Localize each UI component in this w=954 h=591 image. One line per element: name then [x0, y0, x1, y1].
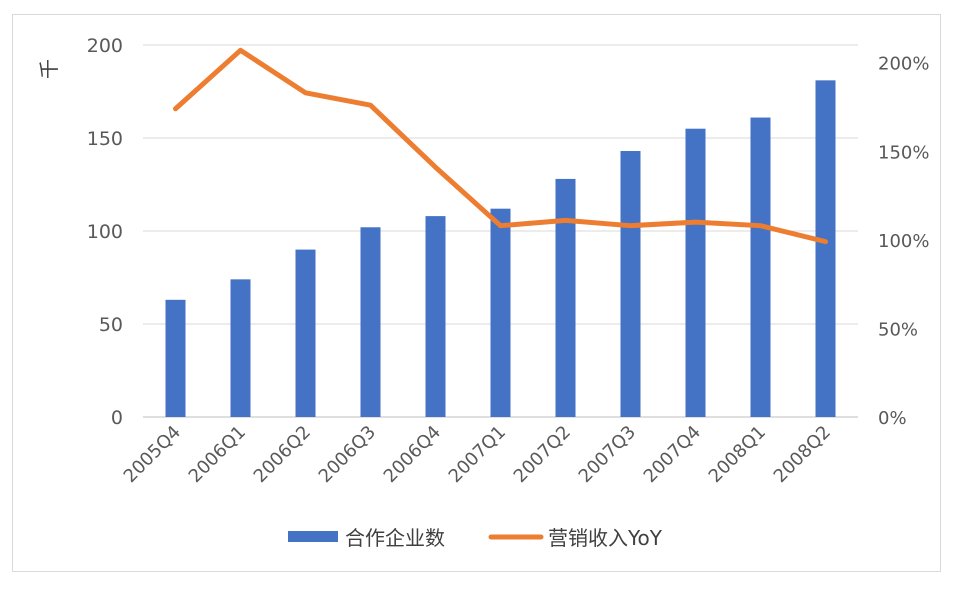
- left-axis-tick-label: 50: [99, 314, 123, 336]
- x-axis-tick-label: 2006Q4: [380, 422, 445, 487]
- x-axis-tick-label: 2006Q3: [315, 422, 380, 487]
- left-axis-unit-label: 千: [37, 59, 61, 79]
- x-axis-tick-label: 2007Q4: [640, 422, 705, 487]
- bar: [555, 178, 576, 417]
- x-axis-tick-label: 2007Q3: [575, 422, 640, 487]
- left-axis-tick-label: 0: [111, 407, 123, 429]
- x-axis-tick-label: 2007Q2: [510, 422, 575, 487]
- left-axis-tick-label: 200: [87, 35, 123, 57]
- legend-label-line: 营销收入YoY: [548, 526, 663, 550]
- right-axis-tick-label: 100%: [878, 231, 929, 252]
- line-series: [173, 47, 828, 245]
- legend-label-bar: 合作企业数: [345, 526, 445, 550]
- bar: [295, 249, 316, 417]
- bar: [685, 128, 706, 417]
- right-axis-tick-label: 150%: [878, 142, 929, 163]
- chart-frame: 0 50 100 150 200 0% 50% 100% 150% 200% 2005Q4 200…: [12, 14, 941, 572]
- left-axis-tick-label: 100: [87, 221, 123, 243]
- bar: [815, 80, 836, 417]
- bar: [425, 216, 446, 417]
- x-axis-tick-label: 2005Q4: [120, 422, 185, 487]
- right-axis-tick-label: 50%: [878, 319, 918, 340]
- left-axis-tick-label: 150: [87, 128, 123, 150]
- x-axis-tick-label: 2006Q2: [250, 422, 315, 487]
- x-axis-tick-label: 2008Q2: [770, 422, 835, 487]
- left-axis-ticks: 0 50 100 150 200: [87, 35, 123, 429]
- bar-series: [165, 80, 836, 417]
- bar: [490, 208, 511, 417]
- right-axis-tick-label: 200%: [878, 54, 929, 75]
- bar: [360, 227, 381, 417]
- x-axis-tick-label: 2008Q1: [705, 422, 770, 487]
- x-axis-ticks: 2005Q4 2006Q1 2006Q2 2006Q3 2006Q4 2007Q1 2007…: [120, 422, 835, 487]
- x-axis-tick-label: 2007Q1: [445, 422, 510, 487]
- bar: [750, 117, 771, 417]
- bar: [230, 279, 251, 417]
- bar: [165, 299, 186, 417]
- legend-swatch-bar: [288, 531, 338, 542]
- right-axis-tick-label: 0%: [878, 408, 907, 429]
- legend: 合作企业数 营销收入YoY: [288, 526, 663, 550]
- bar: [620, 151, 641, 417]
- right-axis-ticks: 0% 50% 100% 150% 200%: [878, 54, 929, 429]
- x-axis-tick-label: 2006Q1: [185, 422, 250, 487]
